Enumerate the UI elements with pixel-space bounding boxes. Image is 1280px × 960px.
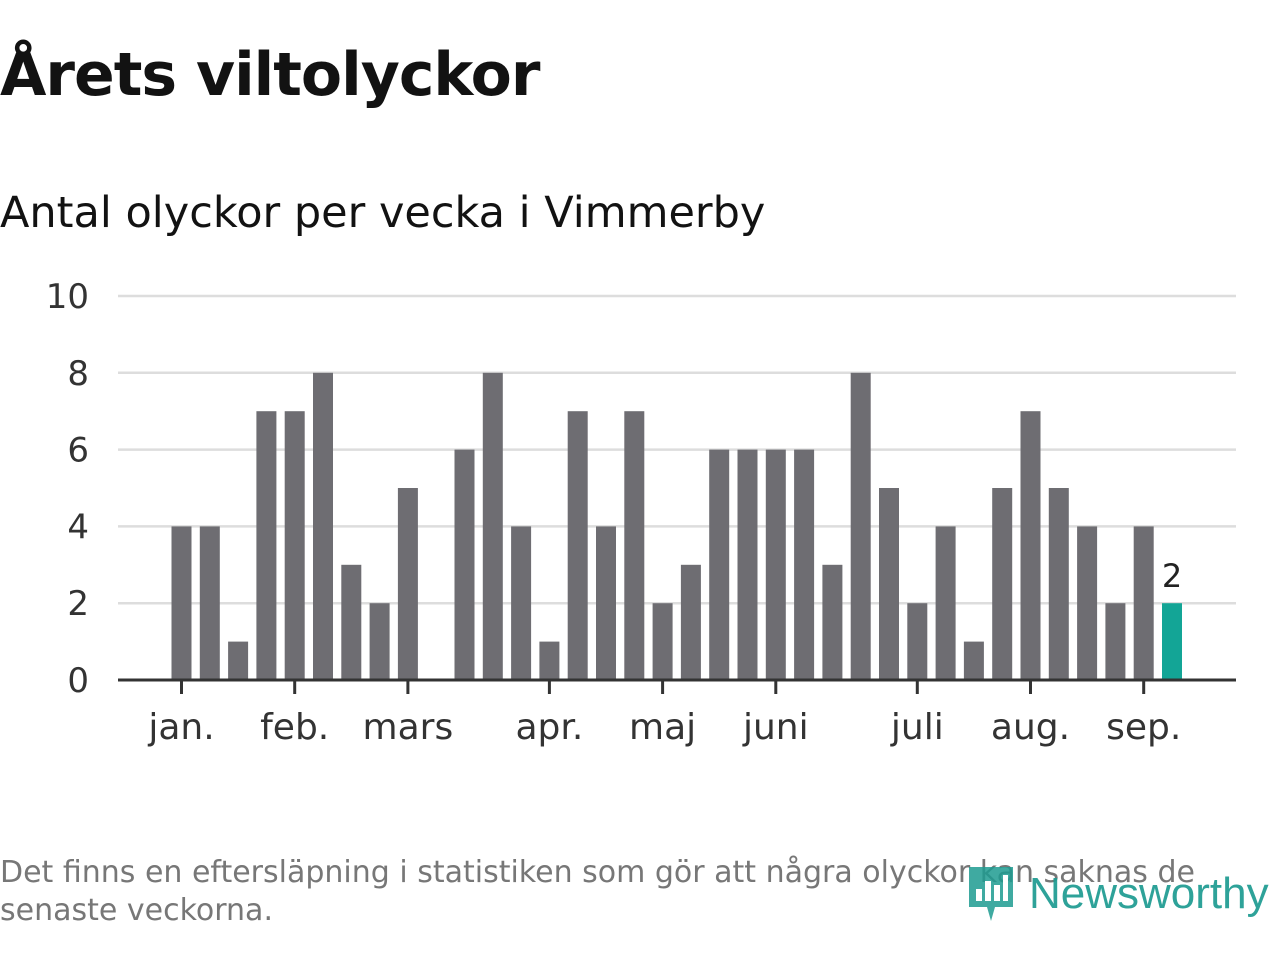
- bar: [850, 372, 871, 680]
- x-tick-label: maj: [629, 707, 696, 748]
- y-tick-label: 8: [67, 354, 89, 394]
- y-tick-label: 6: [67, 431, 89, 471]
- bar: [341, 564, 362, 680]
- bar: [539, 641, 560, 680]
- bar: [794, 449, 815, 680]
- x-tick-label: feb.: [260, 707, 329, 748]
- highlighted-bar: [1162, 603, 1182, 680]
- y-tick-label: 10: [46, 277, 89, 317]
- bar: [454, 449, 475, 680]
- y-axis-ticks: 0 2 4 6 8 10: [46, 277, 89, 701]
- x-tick-label: aug.: [991, 707, 1070, 748]
- bar: [992, 488, 1013, 680]
- bar: [397, 488, 418, 680]
- bar: [709, 449, 730, 680]
- newsworthy-logo-icon: [969, 867, 1013, 921]
- bar: [482, 372, 503, 680]
- x-tick-label: mars: [363, 707, 454, 748]
- data-label: 2: [1162, 557, 1182, 595]
- x-tick-label: juli: [890, 707, 944, 748]
- bars: 2: [171, 372, 1182, 680]
- bar: [228, 641, 249, 680]
- chart-subtitle: Antal olyckor per vecka i Vimmerby: [0, 188, 766, 238]
- bar: [680, 564, 701, 680]
- brand-name: Newsworthy: [1029, 869, 1269, 918]
- y-tick-label: 0: [67, 661, 89, 701]
- bar: [596, 526, 616, 680]
- x-tick-label: jan.: [147, 707, 214, 748]
- bar: [199, 526, 220, 680]
- bar: [963, 641, 984, 680]
- bar: [567, 411, 588, 680]
- bar: [1020, 411, 1041, 680]
- chart-title: Årets viltolyckor: [0, 40, 540, 110]
- bar: [171, 526, 192, 680]
- bar: [624, 411, 645, 680]
- bar: [765, 449, 786, 680]
- y-tick-label: 2: [67, 584, 89, 624]
- bar: [256, 411, 277, 680]
- bar: [935, 526, 956, 680]
- y-tick-label: 4: [67, 507, 89, 547]
- bar: [284, 411, 305, 680]
- x-axis-ticks: jan. feb. mars apr. maj juni juli aug. sep.: [147, 680, 1181, 748]
- bar: [1077, 526, 1098, 680]
- bar: [737, 449, 758, 680]
- bar: [822, 564, 843, 680]
- x-tick-label: sep.: [1106, 707, 1181, 748]
- bar: [511, 526, 532, 680]
- bar: [652, 603, 673, 680]
- x-tick-label: juni: [742, 707, 809, 748]
- bar: [1105, 603, 1126, 680]
- bar-chart: 0 2 4 6 8 10 2 jan. feb. mars apr. maj juni juli aug…: [46, 277, 1236, 748]
- bar: [1133, 526, 1154, 680]
- bar: [369, 603, 390, 680]
- bar: [1048, 488, 1069, 680]
- brand-logo: Newsworthy: [965, 862, 1269, 926]
- x-tick-label: apr.: [515, 707, 583, 748]
- bar: [879, 488, 899, 680]
- bar: [907, 603, 928, 680]
- bar: [313, 372, 333, 680]
